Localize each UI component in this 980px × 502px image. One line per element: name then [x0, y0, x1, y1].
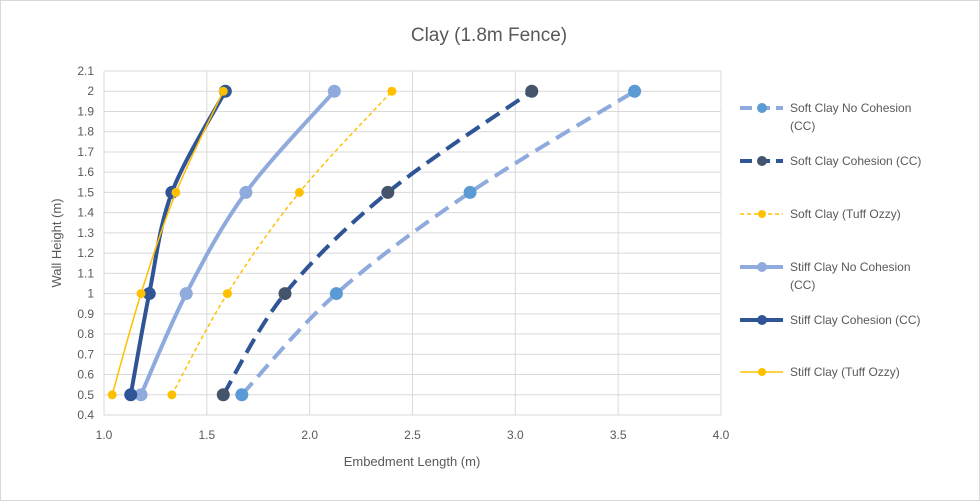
- data-point: [179, 287, 193, 301]
- series-line: [221, 89, 533, 396]
- data-point: [327, 84, 341, 98]
- y-tick-label: 1.9: [77, 104, 94, 118]
- data-point: [628, 84, 642, 98]
- data-point: [167, 390, 177, 400]
- x-tick-label: 1.0: [96, 428, 113, 442]
- data-point: [239, 185, 253, 199]
- legend-label: Stiff Clay (Tuff Ozzy): [790, 365, 900, 379]
- x-tick-label: 3.5: [610, 428, 627, 442]
- gridlines: [103, 70, 722, 416]
- data-point: [124, 388, 138, 402]
- data-point: [171, 187, 181, 197]
- plot-series: [107, 84, 642, 402]
- y-axis-title: Wall Height (m): [49, 198, 64, 287]
- y-tick-label: 1.2: [77, 246, 94, 260]
- y-axis-ticks: 0.4 0.5 0.6 0.7 0.8 0.9 1 1.1 1.2 1.3 1.4 1.5 1.6 1.7…: [77, 64, 94, 422]
- legend-item-3: Stiff Clay No Cohesion (CC): [740, 260, 911, 292]
- y-tick-label: 1.7: [77, 145, 94, 159]
- legend-label: Stiff Clay Cohesion (CC): [790, 313, 921, 327]
- y-tick-label: 0.5: [77, 388, 94, 402]
- legend: Soft Clay No Cohesion (CC) Soft Clay Cohes…: [740, 101, 921, 379]
- data-point: [136, 289, 146, 299]
- x-tick-label: 4.0: [713, 428, 730, 442]
- legend-item-5: Stiff Clay (Tuff Ozzy): [740, 365, 900, 379]
- chart-title: Clay (1.8m Fence): [411, 25, 567, 46]
- x-axis-ticks: 1.0 1.5 2.0 2.5 3.0 3.5 4.0: [96, 428, 730, 442]
- legend-label: (CC): [790, 119, 815, 133]
- series-0: [235, 84, 642, 402]
- y-tick-label: 0.7: [77, 347, 94, 361]
- data-point: [294, 187, 304, 197]
- legend-swatch-marker: [757, 103, 767, 113]
- data-point: [329, 287, 343, 301]
- data-point: [107, 390, 117, 400]
- series-line: [139, 89, 336, 396]
- legend-label: Stiff Clay No Cohesion: [790, 260, 911, 274]
- legend-item-0: Soft Clay No Cohesion (CC): [740, 101, 911, 133]
- y-tick-label: 1: [87, 287, 94, 301]
- series-1: [216, 84, 539, 402]
- data-point: [387, 86, 397, 96]
- y-tick-label: 1.5: [77, 185, 94, 199]
- x-tick-label: 3.0: [507, 428, 524, 442]
- legend-label: Soft Clay No Cohesion: [790, 101, 911, 115]
- y-tick-label: 2: [87, 84, 94, 98]
- legend-label: Soft Clay (Tuff Ozzy): [790, 207, 901, 221]
- legend-swatch-marker: [758, 210, 766, 218]
- series-5: [107, 86, 228, 400]
- legend-swatch-marker: [757, 315, 767, 325]
- x-axis-title: Embedment Length (m): [344, 454, 481, 469]
- series-2: [167, 86, 397, 400]
- y-tick-label: 2.1: [77, 64, 94, 78]
- legend-item-4: Stiff Clay Cohesion (CC): [740, 313, 921, 327]
- y-tick-label: 1.8: [77, 125, 94, 139]
- data-point: [216, 388, 230, 402]
- data-point: [381, 185, 395, 199]
- legend-swatch-marker: [757, 262, 767, 272]
- legend-item-1: Soft Clay Cohesion (CC): [740, 154, 921, 168]
- series-line: [171, 90, 393, 396]
- x-tick-label: 1.5: [198, 428, 215, 442]
- data-point: [278, 287, 292, 301]
- y-tick-label: 0.4: [77, 408, 94, 422]
- legend-swatch-marker: [757, 156, 767, 166]
- data-point: [463, 185, 477, 199]
- y-tick-label: 0.8: [77, 327, 94, 341]
- x-tick-label: 2.5: [404, 428, 421, 442]
- series-line: [240, 89, 636, 397]
- series-line: [128, 90, 228, 396]
- y-tick-label: 0.6: [77, 368, 94, 382]
- legend-swatch-marker: [758, 368, 766, 376]
- y-tick-label: 1.6: [77, 165, 94, 179]
- legend-item-2: Soft Clay (Tuff Ozzy): [740, 207, 901, 221]
- y-tick-label: 1.3: [77, 226, 94, 240]
- data-point: [218, 86, 228, 96]
- data-point: [525, 84, 539, 98]
- legend-label: Soft Clay Cohesion (CC): [790, 154, 921, 168]
- legend-label: (CC): [790, 278, 815, 292]
- y-tick-label: 1.1: [77, 266, 94, 280]
- y-tick-label: 0.9: [77, 307, 94, 321]
- x-tick-label: 2.0: [301, 428, 318, 442]
- data-point: [222, 289, 232, 299]
- series-line: [111, 90, 224, 395]
- data-point: [235, 388, 249, 402]
- y-tick-label: 1.4: [77, 206, 94, 220]
- series-3: [134, 84, 341, 402]
